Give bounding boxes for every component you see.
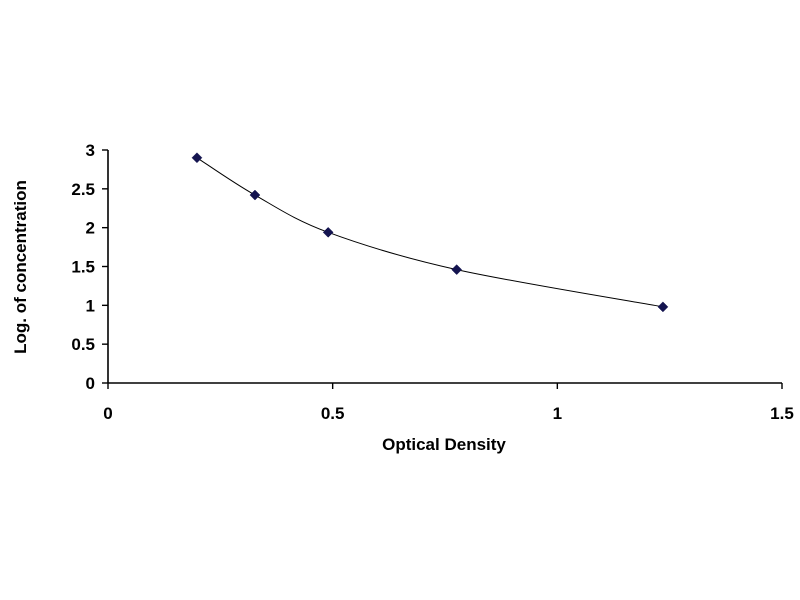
y-axis-ticks: 0 0.5 1 1.5 2 2.5 3	[71, 141, 108, 393]
x-axis-title: Optical Density	[382, 435, 506, 454]
data-point-marker	[191, 152, 203, 164]
data-point-marker	[451, 264, 463, 275]
y-tick-label: 1.5	[71, 258, 95, 277]
x-tick-label: 0	[103, 404, 112, 423]
x-tick-label: 1	[553, 404, 562, 423]
y-tick-label: 2.5	[71, 180, 95, 199]
series-layer	[191, 152, 669, 313]
data-point-marker	[657, 301, 669, 313]
data-point-marker	[322, 226, 334, 238]
x-tick-label: 1.5	[770, 404, 794, 423]
series-line	[196, 157, 664, 308]
data-point-marker	[249, 189, 261, 201]
y-tick-label: 2	[86, 219, 95, 238]
y-tick-label: 0	[86, 374, 95, 393]
x-tick-label: 0.5	[321, 404, 345, 423]
y-tick-label: 1	[86, 296, 95, 315]
y-axis-title: Log. of concentration	[11, 180, 30, 354]
y-tick-label: 0.5	[71, 335, 95, 354]
y-tick-label: 3	[86, 141, 95, 160]
x-axis-ticks: 0 0.5 1 1.5	[103, 383, 794, 423]
